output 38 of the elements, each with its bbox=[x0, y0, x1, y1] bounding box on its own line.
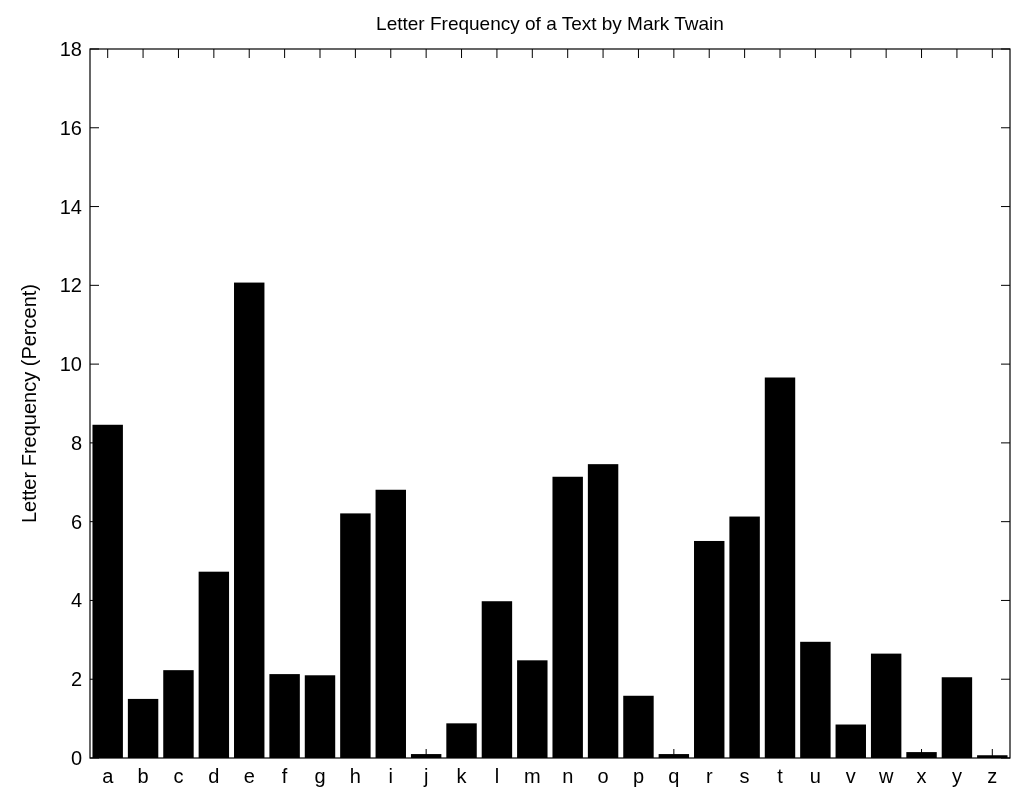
y-axis-title: Letter Frequency (Percent) bbox=[18, 284, 40, 523]
x-tick-label: w bbox=[877, 765, 894, 787]
x-tick-label: t bbox=[777, 765, 784, 787]
x-tick-label: s bbox=[739, 765, 750, 787]
y-tick-label: 2 bbox=[70, 668, 82, 691]
y-tick-label: 16 bbox=[59, 116, 82, 139]
x-tick-label: i bbox=[388, 765, 393, 787]
y-tick-label: 0 bbox=[70, 747, 82, 769]
x-tick-label: g bbox=[314, 765, 326, 787]
x-tick-label: b bbox=[137, 765, 149, 787]
x-tick-label: d bbox=[208, 765, 220, 787]
y-tick-label: 6 bbox=[70, 510, 82, 533]
x-tick-label: e bbox=[243, 765, 255, 787]
x-tick-label: o bbox=[597, 765, 609, 787]
y-tick-label: 4 bbox=[70, 589, 82, 612]
x-tick-label: f bbox=[281, 765, 288, 787]
y-tick-label: 8 bbox=[70, 431, 82, 454]
y-tick-label: 14 bbox=[59, 195, 82, 218]
x-tick-label: m bbox=[523, 765, 541, 787]
y-tick-label: 10 bbox=[59, 353, 82, 376]
x-tick-label: v bbox=[845, 765, 856, 787]
x-tick-label: a bbox=[102, 765, 115, 787]
x-tick-label: q bbox=[668, 765, 680, 787]
x-tick-label: y bbox=[951, 765, 962, 787]
chart-title: Letter Frequency of a Text by Mark Twain bbox=[376, 13, 724, 34]
x-tick-label: c bbox=[173, 765, 184, 787]
x-tick-label: n bbox=[562, 765, 574, 787]
y-tick-label: 18 bbox=[59, 38, 82, 60]
x-tick-label: r bbox=[705, 765, 713, 787]
x-tick-label: h bbox=[349, 765, 361, 787]
x-tick-label: l bbox=[494, 765, 500, 787]
x-tick-label: k bbox=[456, 765, 468, 787]
x-tick-label: j bbox=[422, 765, 429, 787]
x-tick-label: p bbox=[632, 765, 645, 787]
x-tick-label: z bbox=[987, 765, 998, 787]
x-tick-label: x bbox=[916, 765, 927, 787]
x-tick-label: u bbox=[809, 765, 821, 787]
y-tick-label: 12 bbox=[59, 274, 82, 297]
